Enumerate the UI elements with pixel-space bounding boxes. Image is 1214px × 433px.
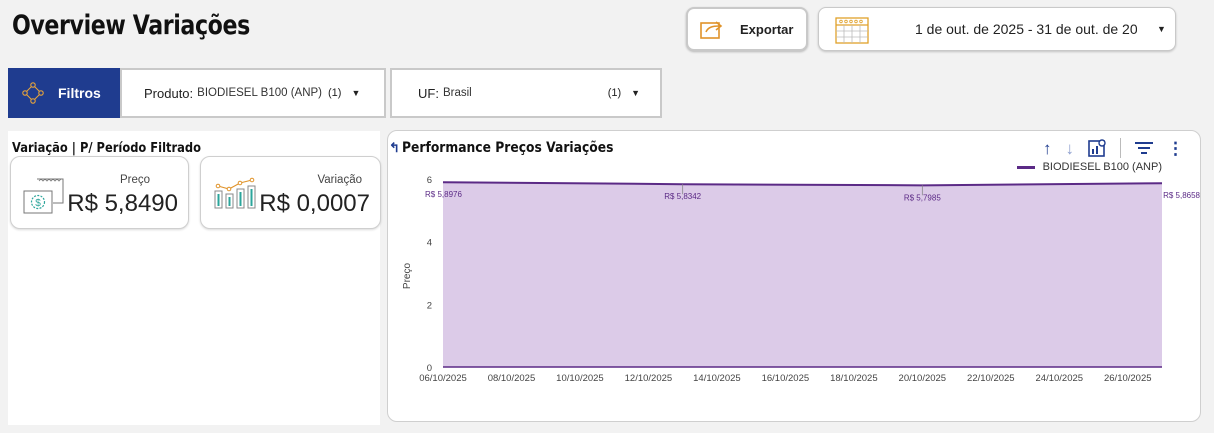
x-tick-label: 26/10/2025 [1104, 373, 1152, 384]
filters-button[interactable]: Filtros [8, 68, 120, 118]
x-tick-label: 10/10/2025 [556, 373, 604, 384]
x-tick-label: 08/10/2025 [488, 373, 536, 384]
y-tick-label: 6 [427, 175, 432, 186]
produto-dropdown[interactable]: Produto: BIODIESEL B100 (ANP) (1) ▼ [120, 68, 386, 118]
page-title: Overview Variações [12, 10, 250, 41]
area-chart: 0 2 4 6 Preço 06/10/2025 08/10/2025 10/10/2025 1… [402, 175, 1201, 384]
chart-legend: BIODIESEL B100 (ANP) [1016, 161, 1162, 173]
arrow-down-icon[interactable]: ↓ [1065, 138, 1075, 158]
variation-panel: Variação | P/ Período Filtrado $ Preço R… [8, 131, 381, 425]
export-icon [700, 21, 723, 39]
variation-value: R$ 0,0007 [259, 190, 370, 217]
legend-label: BIODIESEL B100 (ANP) [1042, 161, 1162, 173]
y-tick-label: 4 [427, 238, 432, 249]
filter-icon[interactable] [1135, 141, 1153, 155]
x-tick-label: 12/10/2025 [625, 373, 673, 384]
variation-heading: Variação | P/ Período Filtrado [12, 140, 201, 156]
date-range-text: 1 de out. de 2025 - 31 de out. de 2025 [915, 21, 1137, 37]
chart-title: Performance Preços Variações [402, 140, 614, 156]
variation-kpi-card: Variação R$ 0,0007 [200, 156, 381, 229]
chevron-down-icon: ▼ [351, 88, 361, 98]
y-tick-label: 2 [427, 300, 432, 311]
data-label: R$ 5,8342 [664, 192, 701, 201]
export-button[interactable]: Exportar [686, 7, 808, 51]
drill-up-icon[interactable]: ↰ [389, 140, 400, 155]
uf-value: Brasil [442, 87, 472, 99]
arrow-up-icon[interactable]: ↑ [1043, 138, 1052, 158]
date-range-picker[interactable]: 1 de out. de 2025 - 31 de out. de 2025 ▼ [818, 7, 1176, 51]
price-kpi-card: $ Preço R$ 5,8490 [10, 156, 189, 229]
performance-chart-panel: ↰ Performance Preços Variações ↑ ↓ ⋮ BIO… [387, 130, 1201, 422]
uf-count: (1) [607, 87, 622, 99]
filter-bar: Filtros Produto: BIODIESEL B100 (ANP) (1… [8, 68, 662, 118]
data-label: R$ 5,8658 [1163, 191, 1200, 200]
uf-key: UF: [418, 85, 439, 101]
network-icon [22, 82, 44, 104]
x-tick-label: 14/10/2025 [693, 373, 741, 384]
calendar-icon [835, 17, 869, 44]
more-vert-icon[interactable]: ⋮ [1167, 138, 1184, 158]
x-tick-label: 06/10/2025 [419, 373, 467, 384]
chart-toolbar: ↑ ↓ ⋮ [1043, 138, 1184, 158]
bar-trend-icon [214, 177, 256, 209]
produto-count: (1) [328, 87, 342, 99]
series-line [442, 181, 1163, 187]
filters-label: Filtros [58, 85, 101, 101]
svg-text:$: $ [35, 198, 41, 209]
x-tick-label: 24/10/2025 [1036, 373, 1084, 384]
produto-value: BIODIESEL B100 (ANP) [197, 87, 322, 99]
chevron-down-icon: ▼ [631, 88, 641, 98]
price-caption: Preço [119, 174, 150, 186]
x-tick-label: 16/10/2025 [762, 373, 810, 384]
price-tag-icon: $ [23, 178, 64, 214]
y-tick-label: 0 [427, 363, 432, 374]
price-value: R$ 5,8490 [67, 190, 178, 217]
variation-caption: Variação [317, 174, 362, 186]
chart-settings-icon[interactable] [1088, 139, 1106, 157]
x-tick-label: 22/10/2025 [967, 373, 1015, 384]
produto-key: Produto: [144, 85, 194, 101]
legend-swatch [1016, 165, 1035, 169]
data-label: R$ 5,8976 [425, 190, 462, 199]
x-tick-label: 20/10/2025 [899, 373, 947, 384]
x-tick-label: 18/10/2025 [830, 373, 878, 384]
export-label: Exportar [740, 21, 794, 37]
series-area [443, 182, 1162, 367]
y-axis-title: Preço [402, 263, 413, 290]
caret-down-icon: ▼ [1157, 24, 1166, 34]
uf-dropdown[interactable]: UF: Brasil (1) ▼ [390, 68, 662, 118]
toolbar-separator [1120, 138, 1121, 158]
data-label: R$ 5,7985 [904, 193, 941, 202]
